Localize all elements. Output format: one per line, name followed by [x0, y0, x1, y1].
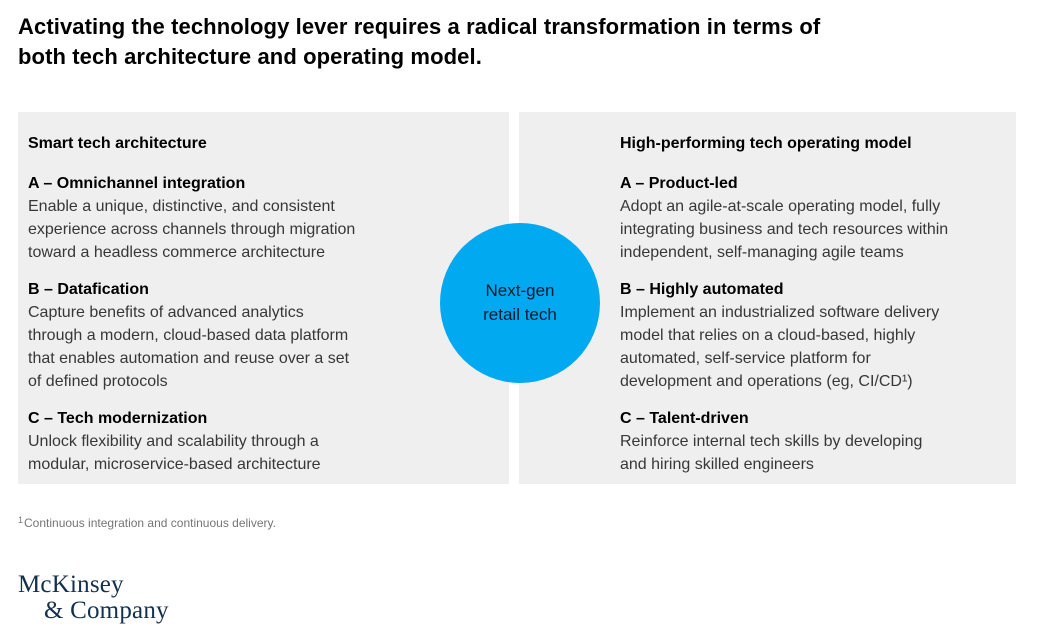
- item-body: Enable a unique, distinctive, and consis…: [28, 198, 356, 261]
- item-title: A – Product-led: [620, 175, 738, 192]
- mckinsey-logo: McKinsey & Company: [18, 572, 169, 624]
- panel-heading-left: Smart tech architecture: [28, 135, 207, 152]
- item-title: A – Omnichannel integration: [28, 175, 246, 192]
- panel-item-product-led: A – Product-led Adopt an agile-at-scale …: [620, 172, 1000, 264]
- item-title: C – Tech modernization: [28, 410, 208, 427]
- panel-item-highly-automated: B – Highly automated Implement an indust…: [620, 278, 1000, 393]
- slide-title: Activating the technology lever requires…: [18, 14, 821, 69]
- logo-line2: & Company: [44, 597, 169, 624]
- panel-item-talent-driven: C – Talent-driven Reinforce internal tec…: [620, 407, 1000, 476]
- panel-item-tech-modernization: C – Tech modernization Unlock flexibilit…: [28, 407, 471, 476]
- footnote: 1Continuous integration and continuous d…: [18, 515, 276, 531]
- footnote-marker: 1: [18, 515, 24, 525]
- next-gen-retail-tech-circle: Next-gen retail tech: [440, 223, 600, 383]
- item-body: Implement an industrialized software del…: [620, 304, 940, 390]
- panel-smart-tech-architecture: Smart tech architecture A – Omnichannel …: [18, 112, 509, 484]
- footnote-text: Continuous integration and continuous de…: [24, 516, 276, 530]
- item-body: Reinforce internal tech skills by develo…: [620, 433, 923, 473]
- item-title: B – Datafication: [28, 281, 149, 298]
- panel-heading-right: High-performing tech operating model: [620, 135, 912, 152]
- panel-high-performing-tech-operating-model: High-performing tech operating model A –…: [519, 112, 1016, 484]
- item-body: Adopt an agile-at-scale operating model,…: [620, 198, 949, 261]
- circle-label: Next-gen retail tech: [483, 281, 557, 324]
- panel-item-omnichannel-integration: A – Omnichannel integration Enable a uni…: [28, 172, 471, 264]
- logo-line1: McKinsey: [18, 571, 124, 598]
- item-title: B – Highly automated: [620, 281, 784, 298]
- item-title: C – Talent-driven: [620, 410, 749, 427]
- panel-item-datafication: B – Datafication Capture benefits of adv…: [28, 278, 471, 393]
- item-body: Unlock flexibility and scalability throu…: [28, 433, 321, 473]
- item-body: Capture benefits of advanced analytics t…: [28, 304, 350, 390]
